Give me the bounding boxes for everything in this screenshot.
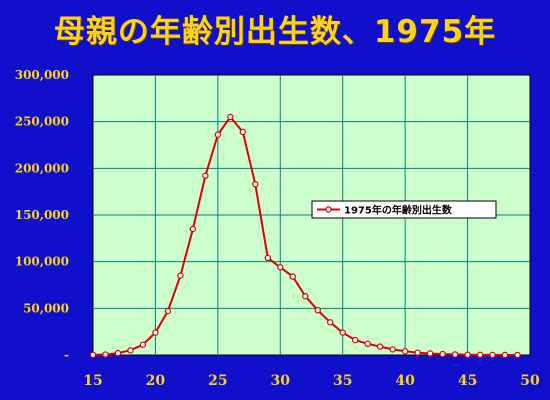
x-tick-label: 30 — [271, 373, 291, 389]
x-tick-label: 15 — [83, 373, 102, 389]
data-point — [364, 340, 371, 347]
x-tick-label: 25 — [208, 373, 227, 389]
legend-box — [311, 200, 497, 219]
data-point — [114, 349, 122, 357]
x-tick-label: 20 — [146, 373, 166, 389]
y-tick-label: 200,000 — [15, 161, 69, 175]
y-tick-label: - — [64, 348, 69, 362]
data-point — [414, 349, 421, 356]
data-point — [327, 319, 334, 326]
data-point — [426, 350, 434, 357]
data-point — [164, 307, 172, 315]
data-point — [376, 343, 384, 350]
y-tick-label: 150,000 — [15, 208, 69, 222]
data-point — [514, 351, 521, 359]
x-tick-label: 50 — [520, 373, 540, 389]
data-point — [214, 131, 222, 138]
data-point — [314, 307, 321, 314]
data-point — [252, 180, 259, 188]
data-point — [89, 351, 97, 359]
data-point — [464, 351, 471, 358]
data-point — [202, 172, 209, 179]
data-point — [127, 347, 134, 354]
data-point — [339, 329, 346, 336]
data-point — [476, 351, 484, 359]
data-point — [102, 351, 109, 358]
data-point — [189, 225, 197, 233]
data-point — [451, 351, 459, 358]
data-point — [152, 329, 159, 336]
data-point — [489, 351, 496, 359]
x-tick-label: 45 — [458, 373, 477, 389]
data-point — [289, 273, 296, 280]
legend-label: 1975年の年齢別出生数 — [344, 204, 453, 217]
x-tick-label: 35 — [333, 373, 352, 389]
data-point — [389, 346, 396, 353]
y-tick-label: 100,000 — [15, 255, 69, 269]
data-point — [227, 113, 234, 121]
data-point — [277, 264, 284, 271]
y-tick-label: 250,000 — [15, 115, 69, 129]
y-tick-label: 50,000 — [23, 301, 69, 315]
legend: 1975年の年齢別出生数 — [311, 200, 497, 219]
data-point — [239, 128, 247, 136]
data-point — [177, 272, 184, 279]
y-tick-label: 300,000 — [15, 68, 69, 82]
data-point — [302, 293, 309, 300]
x-tick-label: 40 — [395, 373, 415, 389]
data-point — [439, 350, 446, 358]
chart-title: 母親の年齢別出生数、1975年 — [53, 14, 497, 50]
data-point — [264, 254, 271, 262]
data-point — [501, 351, 509, 359]
legend-swatch-marker — [325, 206, 332, 213]
data-point — [352, 336, 359, 344]
data-point — [401, 348, 409, 355]
data-point — [139, 341, 147, 348]
